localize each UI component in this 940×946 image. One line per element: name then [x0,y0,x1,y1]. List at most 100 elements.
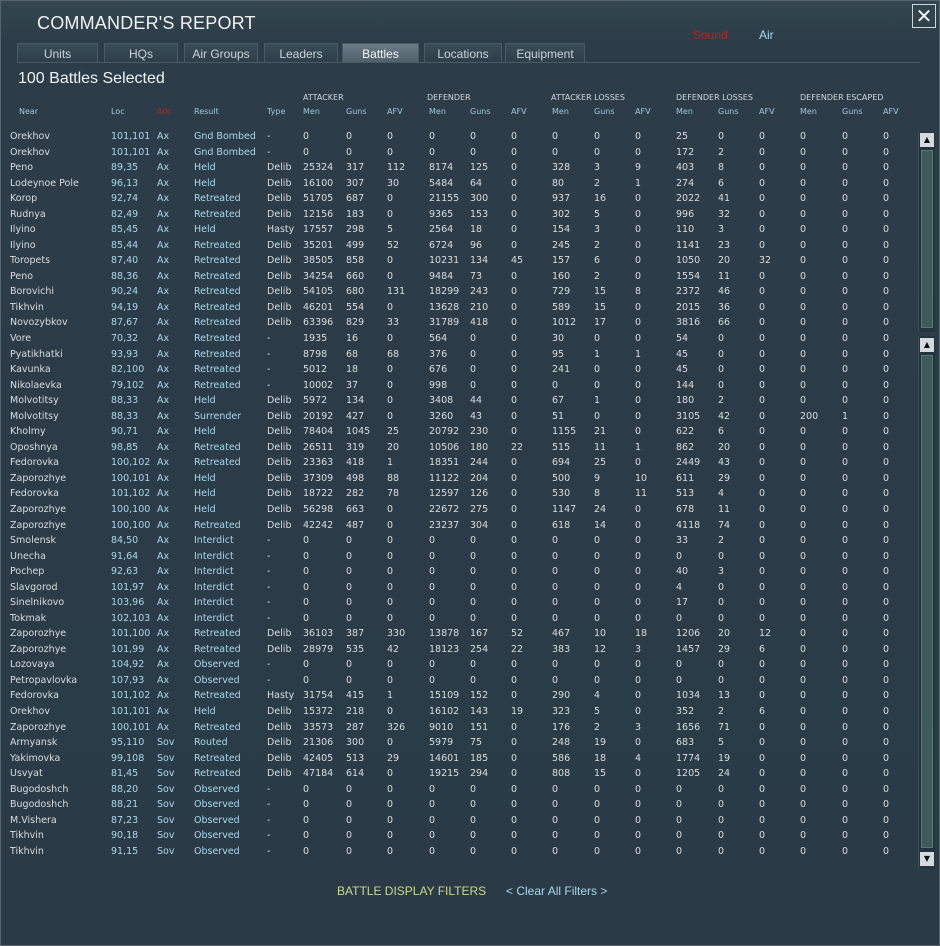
table-row[interactable]: Yakimovka 99,108 Sov Retreated Delib 42405 513… [1,751,913,766]
col-defender-escaped-guns[interactable]: Guns [842,107,863,116]
scrollbar-thumb[interactable] [921,355,933,848]
table-row[interactable]: Fedorovka 101,102 Ax Retreated Hasty 31754 415… [1,688,913,703]
cell-side: Sov [157,768,175,780]
col-defender-afv[interactable]: AFV [511,107,527,116]
table-row[interactable]: Sinelnikovo 103,96 Ax Interdict - 0 0 0 0 0 0 0 0 0 17… [1,595,913,610]
tab-battles[interactable]: Battles [342,43,419,63]
table-row[interactable]: Lozovaya 104,92 Ax Observed - 0 0 0 0 0 0 0 0 0 0 0 0 0 0 0 [1,657,913,672]
sound-toggle[interactable]: Sound [693,28,728,42]
arrow-up-icon[interactable]: ▲ [920,338,934,352]
col-attacker-men[interactable]: Men [303,107,320,116]
table-row[interactable]: Tokmak 102,103 Ax Interdict - 0 0 0 0 0 0 0 0 0 0 0 0 0 0 0 [1,611,913,626]
table-row[interactable]: Peno 88,36 Ax Retreated Delib 34254 660 0 9484 73… [1,269,913,284]
table-row[interactable]: Nikolaevka 79,102 Ax Retreated - 10002 37 0 998 0… [1,378,913,393]
tab-leaders[interactable]: Leaders [264,43,338,63]
table-row[interactable]: Orekhov 101,101 Ax Gnd Bombed - 0 0 0 0 0 0 0 0 0 25 0 0… [1,129,913,144]
table-row[interactable]: Petropavlovka 107,93 Ax Observed - 0 0 0 0 0 0 0 0 0 0… [1,673,913,688]
cell-att-loss-afv: 0 [635,612,642,624]
col-near[interactable]: Near [19,107,39,116]
battle-display-filters-link[interactable]: BATTLE DISPLAY FILTERS [337,884,487,898]
arrow-up-icon[interactable]: ▲ [920,133,934,147]
table-row[interactable]: Tikhvin 94,19 Ax Retreated Delib 46201 554 0 136… [1,300,913,315]
cell-side: Ax [157,705,170,717]
table-row[interactable]: Pochep 92,63 Ax Interdict - 0 0 0 0 0 0 0 0 0 40 3 0 0 0 0 [1,564,913,579]
table-row[interactable]: Pyatikhatki 93,93 Ax Retreated - 8798 68 68 376 0… [1,347,913,362]
table-row[interactable]: Zaporozhye 100,100 Ax Retreated Delib 42242 48… [1,518,913,533]
col-type[interactable]: Type [267,107,286,116]
col-loc[interactable]: Loc [111,107,125,116]
col-defender-men[interactable]: Men [429,107,446,116]
table-row[interactable]: Zaporozhye 101,99 Ax Retreated Delib 28979 535… [1,642,913,657]
col-defender-escaped-afv[interactable]: AFV [883,107,899,116]
table-row[interactable]: Zaporozhye 100,100 Ax Held Delib 56298 663 0 226… [1,502,913,517]
table-row[interactable]: Kholmy 90,71 Ax Held Delib 78404 1045 25 20792 23… [1,424,913,439]
cell-def-loss-men: 0 [676,612,683,624]
col-attacker-losses-men[interactable]: Men [552,107,569,116]
cell-type: - [267,830,271,842]
col-attacker-guns[interactable]: Guns [346,107,367,116]
table-row[interactable]: Ilyino 85,45 Ax Held Hasty 17557 298 5 2564 18 0 15… [1,222,913,237]
table-row[interactable]: Ilyino 85,44 Ax Retreated Delib 35201 499 52 672… [1,238,913,253]
table-row[interactable]: Unecha 91,64 Ax Interdict - 0 0 0 0 0 0 0 0 0 0 0 0 0 0 0 [1,549,913,564]
table-row[interactable]: Orekhov 101,101 Ax Held Delib 15372 218 0 16102 1… [1,704,913,719]
tab-units[interactable]: Units [17,43,98,63]
cell-att-guns: 499 [346,239,365,251]
col-defender-losses-afv[interactable]: AFV [759,107,775,116]
table-row[interactable]: Molvotitsy 88,33 Ax Held Delib 5972 134 0 3408 44… [1,393,913,408]
col-defender-losses-guns[interactable]: Guns [718,107,739,116]
table-row[interactable]: Korop 92,74 Ax Retreated Delib 51705 687 0 21155… [1,191,913,206]
table-row[interactable]: Kavunka 82,100 Ax Retreated - 5012 18 0 676 0 0 241… [1,362,913,377]
col-result[interactable]: Result [194,107,219,116]
table-row[interactable]: Zaporozhye 101,100 Ax Retreated Delib 36103 38… [1,626,913,641]
col-attacker-losses-afv[interactable]: AFV [635,107,651,116]
table-row[interactable]: Slavgorod 101,97 Ax Interdict - 0 0 0 0 0 0 0 0 0 4 0 0 0… [1,580,913,595]
table-row[interactable]: Orekhov 101,101 Ax Gnd Bombed - 0 0 0 0 0 0 0 0 0 172 2… [1,145,913,160]
close-icon[interactable]: ✕ [912,4,936,28]
table-row[interactable]: Armyansk 95,110 Sov Routed Delib 21306 300 0 597… [1,735,913,750]
col-defender-escaped-men[interactable]: Men [800,107,817,116]
table-row[interactable]: Borovichi 90,24 Ax Retreated Delib 54105 680 13… [1,284,913,299]
tab-equipment[interactable]: Equipment [505,43,585,63]
table-row[interactable]: Oposhnya 98,85 Ax Retreated Delib 26511 319 20 1… [1,440,913,455]
cell-loc: 88,20 [111,783,139,795]
cell-type: Delib [267,177,292,189]
col-attacker-afv[interactable]: AFV [387,107,403,116]
table-row[interactable]: Smolensk 84,50 Ax Interdict - 0 0 0 0 0 0 0 0 0 33 2 0 0 0… [1,533,913,548]
arrow-down-icon[interactable]: ▼ [920,852,934,866]
tab-air-groups[interactable]: Air Groups [184,43,258,63]
col-defender-losses-men[interactable]: Men [676,107,693,116]
tab-locations[interactable]: Locations [424,43,502,63]
table-row[interactable]: M.Vishera 87,23 Sov Observed - 0 0 0 0 0 0 0 0 0 0 0 0 0 0… [1,813,913,828]
air-toggle[interactable]: Air [759,28,774,42]
col-attacker-losses-guns[interactable]: Guns [594,107,615,116]
table-row[interactable]: Zaporozhye 100,101 Ax Held Delib 37309 498 88 11… [1,471,913,486]
table-row[interactable]: Rudnya 82,49 Ax Retreated Delib 12156 183 0 9365… [1,207,913,222]
cell-near: Fedorovka [10,488,59,500]
scrollbar-main[interactable]: ▲ ▼ [918,336,935,869]
table-row[interactable]: Peno 89,35 Ax Held Delib 25324 317 112 8174 125 0 3… [1,160,913,175]
table-row[interactable]: Bugodoshch 88,20 Sov Observed - 0 0 0 0 0 0 0 0 0 0 0 0 0… [1,782,913,797]
table-row[interactable]: Lodeynoe Pole 96,13 Ax Held Delib 16100 307 30 5… [1,176,913,191]
cell-att-afv: 30 [387,177,400,189]
table-row[interactable]: Tikhvin 91,15 Sov Observed - 0 0 0 0 0 0 0 0 0 0 0 0 0 0 0 [1,844,913,859]
table-row[interactable]: Molvotitsy 88,33 Ax Surrender Delib 20192 427 0… [1,409,913,424]
table-row[interactable]: Fedorovka 101,102 Ax Held Delib 18722 282 78 125… [1,486,913,501]
clear-all-filters-link[interactable]: < Clear All Filters > [506,884,608,898]
cell-def-esc-guns: 0 [842,783,849,795]
table-row[interactable]: Vore 70,32 Ax Retreated - 1935 16 0 564 0 0 30 0 0 54 0… [1,331,913,346]
scrollbar-thumb[interactable] [921,150,933,328]
col-attacker-side[interactable]: Atk [157,107,171,116]
cell-att-loss-afv: 10 [635,472,648,484]
table-row[interactable]: Usvyat 81,45 Sov Retreated Delib 47184 614 0 192… [1,766,913,781]
col-defender-guns[interactable]: Guns [470,107,491,116]
scrollbar-top[interactable]: ▲ [918,132,935,332]
table-row[interactable]: Zaporozhye 100,101 Ax Retreated Delib 33573 28… [1,720,913,735]
tab-hqs[interactable]: HQs [104,43,178,63]
table-row[interactable]: Novozybkov 87,67 Ax Retreated Delib 63396 829 3… [1,315,913,330]
cell-att-loss-guns: 2 [594,721,601,733]
table-row[interactable]: Tikhvin 90,18 Sov Observed - 0 0 0 0 0 0 0 0 0 0 0 0 0 0 0 [1,828,913,843]
table-row[interactable]: Toropets 87,40 Ax Retreated Delib 38505 858 0 10… [1,253,913,268]
table-row[interactable]: Fedorovka 100,102 Ax Retreated Delib 23363 418… [1,455,913,470]
table-row[interactable]: Bugodoshch 88,21 Sov Observed - 0 0 0 0 0 0 0 0 0 0 0 0 0… [1,797,913,812]
cell-loc: 88,33 [111,395,139,407]
